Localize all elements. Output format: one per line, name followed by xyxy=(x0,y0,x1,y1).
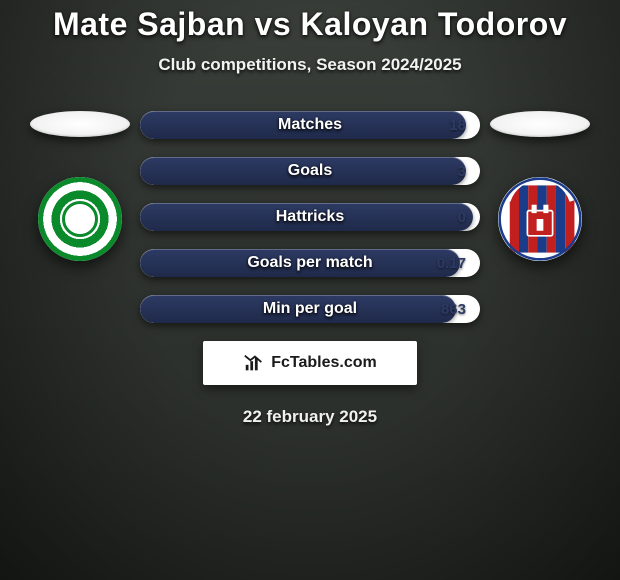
left-player-column xyxy=(20,111,140,261)
stat-row: Goals3 xyxy=(140,157,480,185)
right-player-column xyxy=(480,111,600,261)
left-player-avatar xyxy=(30,111,130,137)
stat-fill xyxy=(140,111,466,139)
right-club-badge xyxy=(498,177,582,261)
page-subtitle: Club competitions, Season 2024/2025 xyxy=(158,55,461,75)
comparison-row: Matches18 Goals3 Hattricks0 Goals per match… xyxy=(0,111,620,323)
stat-row: Goals per match0.17 xyxy=(140,249,480,277)
footer-date: 22 february 2025 xyxy=(243,407,377,427)
stats-column: Matches18 Goals3 Hattricks0 Goals per match… xyxy=(140,111,480,323)
shield-icon xyxy=(38,177,122,261)
stat-fill xyxy=(140,249,460,277)
right-player-avatar xyxy=(490,111,590,137)
shield-icon xyxy=(498,177,582,261)
stat-fill xyxy=(140,295,456,323)
footer-logo: FcTables.com xyxy=(203,341,417,385)
left-club-badge xyxy=(38,177,122,261)
bar-chart-icon xyxy=(243,352,265,374)
page-title: Mate Sajban vs Kaloyan Todorov xyxy=(53,6,567,43)
stat-row: Hattricks0 xyxy=(140,203,480,231)
stat-row: Matches18 xyxy=(140,111,480,139)
footer-logo-text: FcTables.com xyxy=(271,354,377,372)
stat-fill xyxy=(140,203,473,231)
stat-row: Min per goal863 xyxy=(140,295,480,323)
stat-fill xyxy=(140,157,466,185)
